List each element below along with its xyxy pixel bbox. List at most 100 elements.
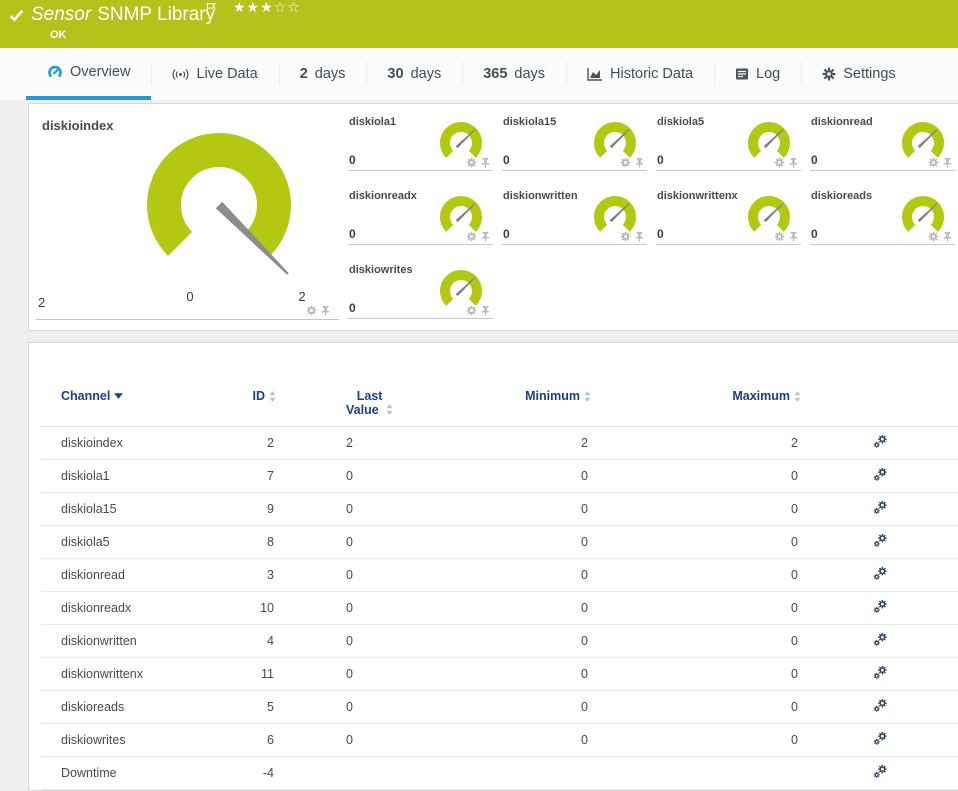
gauge-actions — [774, 231, 799, 242]
cell-actions — [801, 624, 958, 658]
cell-channel: diskiola5 — [41, 525, 233, 559]
tab-365-days[interactable]: 365 days — [462, 48, 566, 100]
pin-icon[interactable] — [320, 305, 331, 316]
status-badge: OK — [50, 29, 67, 41]
gear-icon[interactable] — [306, 305, 317, 316]
pin-icon[interactable] — [634, 231, 645, 242]
gauge-value: 0 — [349, 153, 356, 167]
gauge-value: 0 — [503, 153, 510, 167]
flag-icon[interactable] — [206, 2, 217, 20]
gauge-cell: diskioreads 0 — [810, 187, 955, 245]
header-label: Minimum — [525, 389, 580, 403]
gauge-actions — [620, 157, 645, 168]
tab-label: days — [514, 66, 546, 82]
gauge-value: 0 — [811, 153, 818, 167]
cell-minimum: 0 — [506, 492, 591, 526]
tab-settings[interactable]: Settings — [801, 48, 916, 100]
page-title: Sensor SNMP Library — [31, 4, 215, 26]
tab-label: Settings — [843, 66, 896, 82]
channel-settings-icon[interactable] — [873, 632, 888, 647]
sort-icon — [794, 390, 801, 402]
pin-icon[interactable] — [480, 231, 491, 242]
gear-icon[interactable] — [774, 231, 785, 242]
column-header-last-value[interactable]: Last Value — [276, 379, 506, 427]
pin-icon[interactable] — [480, 305, 491, 316]
gear-icon[interactable] — [620, 231, 631, 242]
tab-2-days[interactable]: 2 days — [278, 48, 367, 100]
cell-channel: diskionreadx — [41, 591, 233, 625]
cell-channel: diskiola15 — [41, 492, 233, 526]
gauge-diskioindex: diskioindex 0 2 2 — [36, 113, 339, 320]
gear-icon[interactable] — [466, 305, 477, 316]
gear-icon[interactable] — [466, 231, 477, 242]
gauge-dial — [594, 122, 636, 158]
channel-settings-icon[interactable] — [873, 665, 888, 680]
status-ok-check-icon — [9, 9, 24, 27]
gauge-dial — [902, 122, 944, 158]
gear-icon[interactable] — [928, 157, 939, 168]
gear-icon[interactable] — [466, 157, 477, 168]
gauge-title: diskiola15 — [503, 116, 557, 128]
tab-log[interactable]: Log — [714, 48, 801, 100]
cell-channel: diskionread — [41, 558, 233, 592]
cell-channel: diskiowrites — [41, 723, 233, 757]
column-header-actions — [801, 379, 958, 427]
channel-settings-icon[interactable] — [873, 698, 888, 713]
gauge-dial — [440, 196, 482, 232]
gauge-dial — [748, 122, 790, 158]
column-header-maximum[interactable]: Maximum — [591, 379, 801, 427]
gauge-actions — [620, 231, 645, 242]
stars-empty[interactable]: ☆☆ — [273, 0, 301, 16]
cell-minimum: 0 — [506, 657, 591, 691]
cell-actions — [801, 558, 958, 592]
pin-icon[interactable] — [942, 231, 953, 242]
column-header-channel[interactable]: Channel — [41, 379, 233, 427]
tab-30-days[interactable]: 30 days — [366, 48, 462, 100]
gear-icon[interactable] — [774, 157, 785, 168]
cell-actions — [801, 756, 958, 790]
cell-channel: diskionwrittenx — [41, 657, 233, 691]
tab-number: 30 — [387, 66, 404, 82]
pin-icon[interactable] — [788, 157, 799, 168]
channel-settings-icon[interactable] — [873, 731, 888, 746]
gauge-cell: diskionwritten 0 — [502, 187, 647, 245]
channel-settings-icon[interactable] — [873, 566, 888, 581]
channel-settings-icon[interactable] — [873, 599, 888, 614]
cell-actions — [801, 492, 958, 526]
column-header-id[interactable]: ID — [233, 379, 276, 427]
gauge-icon — [48, 65, 62, 78]
header-label: Last — [356, 389, 383, 403]
cell-last-value: 0 — [276, 558, 506, 592]
gear-icon[interactable] — [620, 157, 631, 168]
tab-live-data[interactable]: Live Data — [151, 48, 278, 100]
channel-settings-icon[interactable] — [873, 434, 888, 449]
table-row: diskioindex 2 2 2 2 — [41, 426, 958, 460]
pin-icon[interactable] — [634, 157, 645, 168]
tab-label: days — [314, 66, 346, 82]
table-row: Downtime -4 — [41, 756, 958, 790]
cell-id: 9 — [233, 492, 276, 526]
gauge-dial — [147, 133, 291, 275]
channel-settings-icon[interactable] — [873, 467, 888, 482]
priority-stars[interactable]: ★★★☆☆ — [233, 0, 301, 16]
cell-minimum: 0 — [506, 525, 591, 559]
pin-icon[interactable] — [480, 157, 491, 168]
small-gauges-grid: diskiola1 0 — [348, 113, 955, 319]
gauge-value: 0 — [503, 227, 510, 241]
gauge-cell: diskiowrites 0 — [348, 261, 493, 319]
tab-historic-data[interactable]: Historic Data — [566, 48, 714, 100]
channel-settings-icon[interactable] — [873, 500, 888, 515]
log-icon — [736, 68, 749, 80]
pin-icon[interactable] — [942, 157, 953, 168]
cell-minimum: 0 — [506, 591, 591, 625]
stars-filled[interactable]: ★★★ — [233, 0, 274, 16]
tab-overview[interactable]: Overview — [26, 48, 152, 100]
gauge-actions — [774, 157, 799, 168]
channel-settings-icon[interactable] — [873, 764, 888, 779]
column-header-minimum[interactable]: Minimum — [506, 379, 591, 427]
channel-settings-icon[interactable] — [873, 533, 888, 548]
gear-icon[interactable] — [928, 231, 939, 242]
gauge-actions — [306, 305, 331, 316]
pin-icon[interactable] — [788, 231, 799, 242]
gauge-title: diskioindex — [42, 118, 114, 133]
